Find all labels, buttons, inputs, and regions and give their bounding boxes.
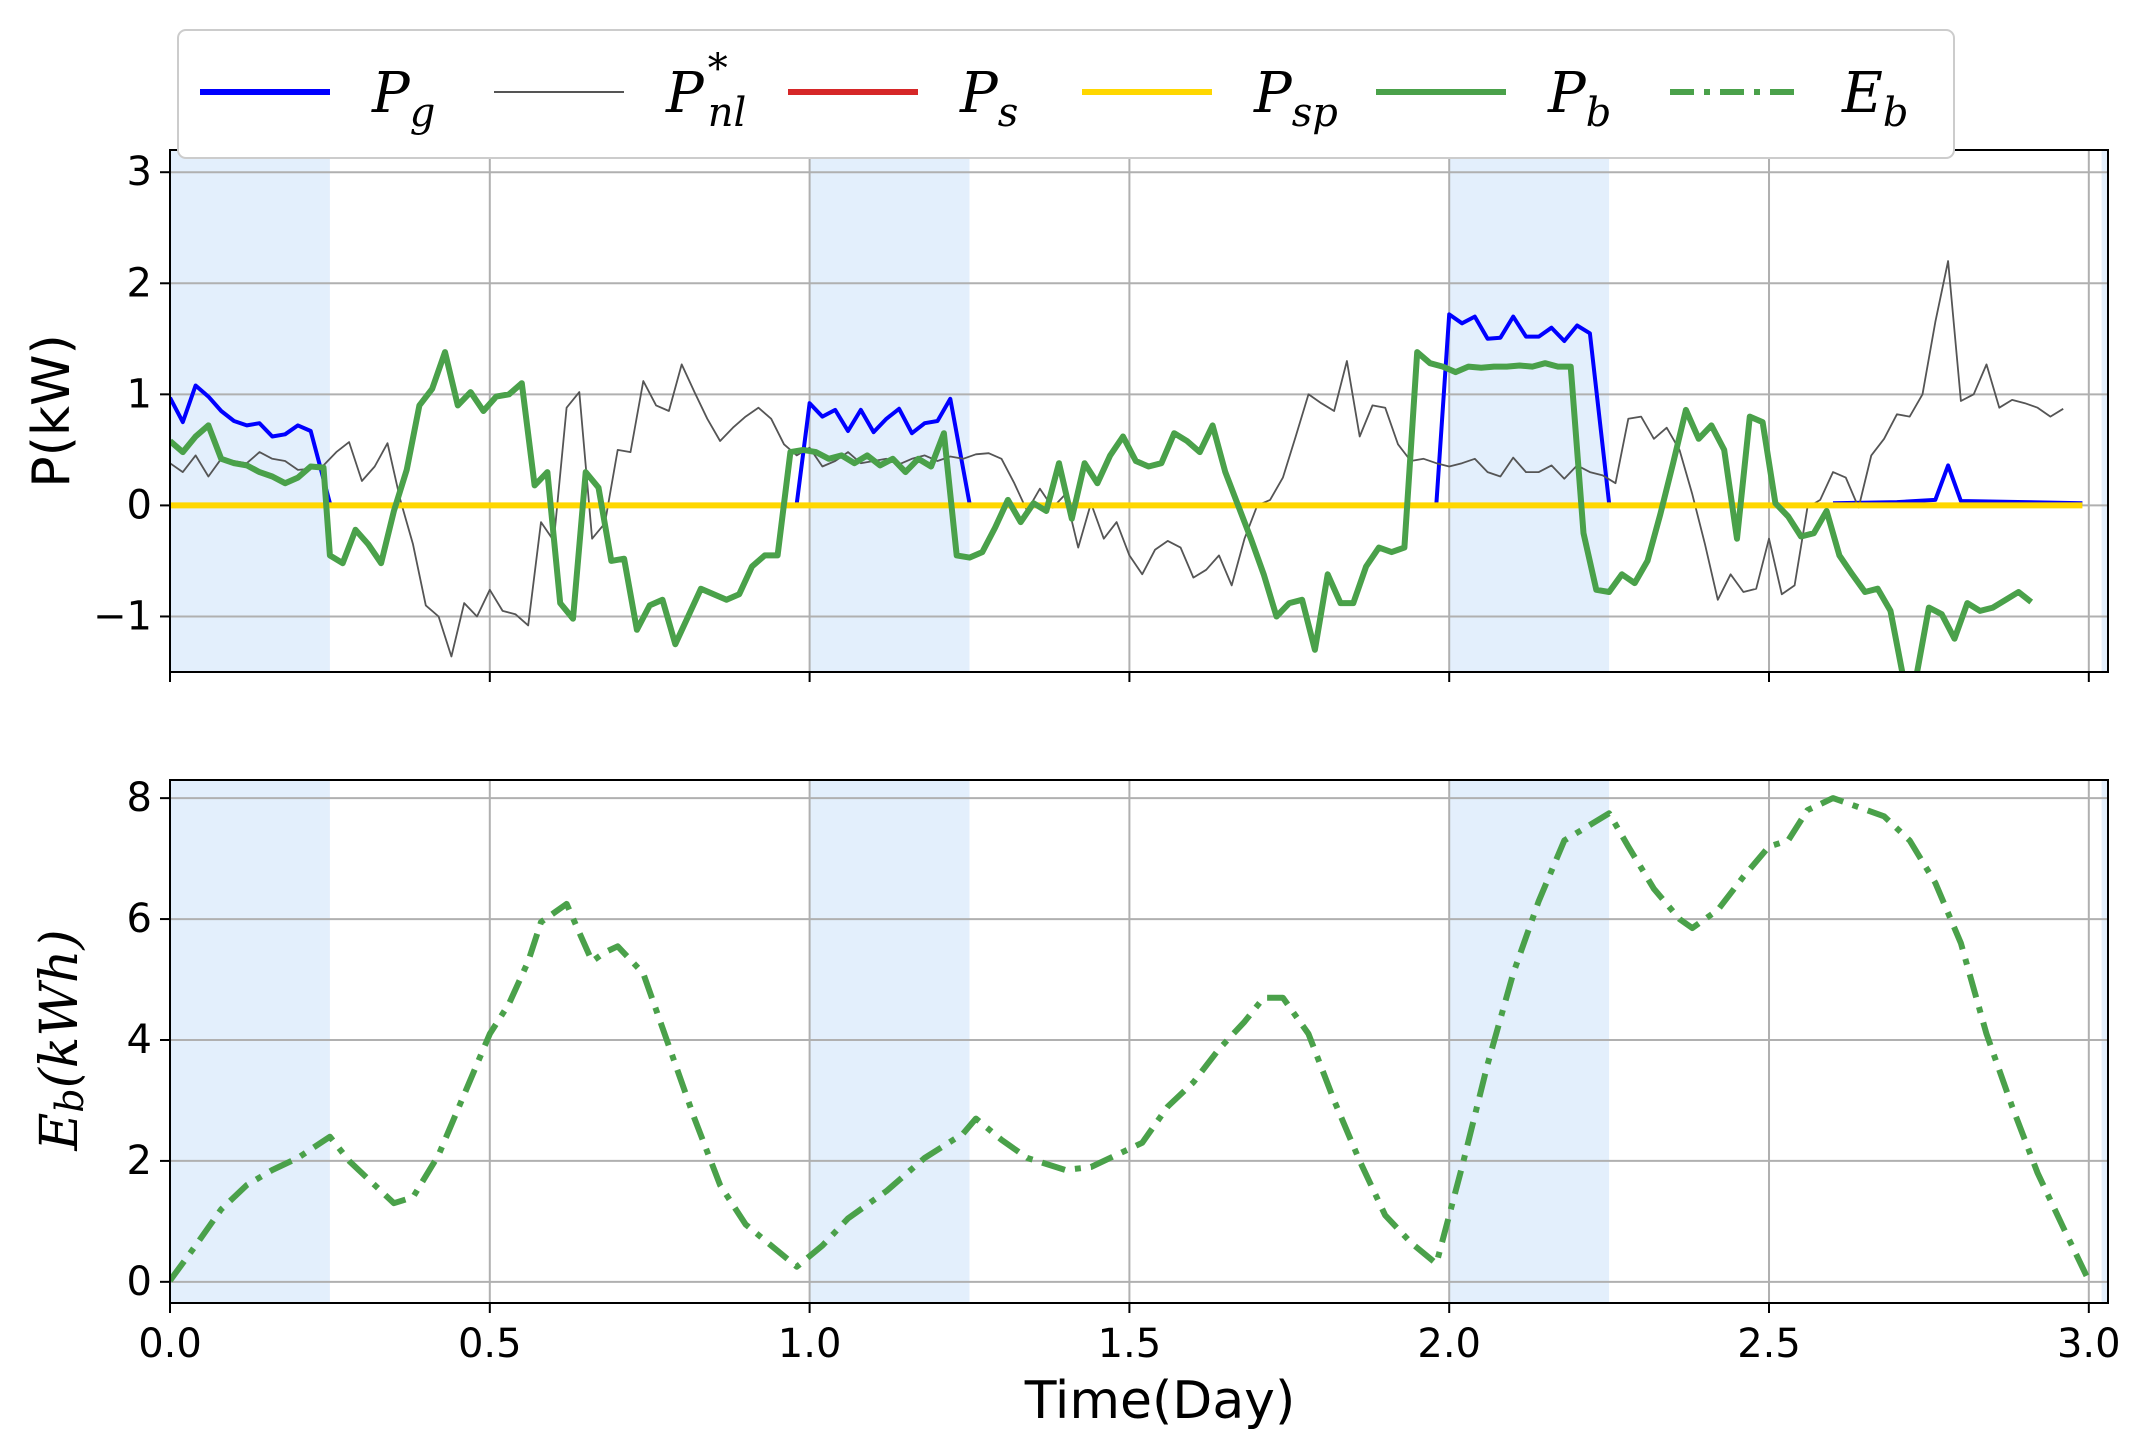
power-series xyxy=(170,260,2083,672)
y-tick-label: 3 xyxy=(127,149,152,195)
x-tick-label: 0.0 xyxy=(138,1321,202,1367)
ylabel-rest: (kWh) xyxy=(30,929,90,1088)
x-tick-label: 1.0 xyxy=(778,1321,842,1367)
series-line-pb xyxy=(170,349,2034,672)
plot-frame-bottom xyxy=(169,779,2109,1304)
y-tick-label: 6 xyxy=(127,896,152,942)
shaded-region-1 xyxy=(809,780,970,1303)
series-line-pnl xyxy=(170,260,2064,658)
x-axis-label-time: Time(Day) xyxy=(1024,1371,1296,1431)
series-line-eb xyxy=(170,795,2092,1283)
y-tick-label: 4 xyxy=(127,1017,152,1063)
x-tick-label: 2.0 xyxy=(1417,1321,1481,1367)
series-line-pg xyxy=(1434,312,1612,504)
legend-label: P * nl xyxy=(665,46,746,136)
series-line-pg xyxy=(170,383,332,504)
shaded-regions xyxy=(170,780,2108,1303)
shaded-region-3 xyxy=(2101,780,2108,1303)
x-tick-label: 2.5 xyxy=(1737,1321,1801,1367)
ylabel-sub: b xyxy=(48,1088,92,1112)
y-axis-label-power: P(kW) xyxy=(22,334,82,487)
shaded-region-0 xyxy=(170,150,330,672)
x-tick-label: 1.5 xyxy=(1098,1321,1162,1367)
grid-lines xyxy=(169,780,2108,1303)
x-tick-label: 3.0 xyxy=(2057,1321,2121,1367)
y-tick-label: 0 xyxy=(127,482,152,528)
legend-label: Pb xyxy=(1547,61,1611,136)
shaded-region-0 xyxy=(170,780,330,1303)
energy-panel: 0 2 4 6 8 0.0 0.5 1.0 1.5 2.0 2.5 3.0 Eb(kWh) Time(… xyxy=(30,775,2121,1431)
y-tick-label: 2 xyxy=(127,1138,152,1184)
series-line-pg xyxy=(794,396,972,504)
legend-label: Eb xyxy=(1841,61,1909,136)
y-tick-label: 1 xyxy=(127,371,152,417)
shaded-region-3 xyxy=(2101,150,2108,672)
series-line-pg xyxy=(1832,463,2083,506)
legend-label: Psp xyxy=(1253,61,1338,136)
power-panel: −1 0 1 2 3 P(kW) xyxy=(22,149,2109,682)
y-tick-label: 0 xyxy=(127,1259,152,1305)
ylabel-base: E xyxy=(30,1113,90,1152)
legend: Pg P * nl Ps Psp Pb Eb xyxy=(177,29,1955,159)
y-axis-label-energy: Eb(kWh) xyxy=(30,929,92,1151)
legend-box xyxy=(177,29,1955,159)
y-tick-label: 8 xyxy=(127,775,152,821)
legend-label: Pg xyxy=(371,61,435,136)
y-tick-label: −1 xyxy=(93,593,152,639)
x-tick-label: 0.5 xyxy=(458,1321,522,1367)
ticks-bottom: 0 2 4 6 8 0.0 0.5 1.0 1.5 2.0 2.5 3.0 xyxy=(127,775,2121,1367)
y-ticks-top: −1 0 1 2 3 xyxy=(93,149,2090,682)
y-tick-label: 2 xyxy=(127,260,152,306)
shaded-region-2 xyxy=(1449,150,1610,672)
energy-series xyxy=(170,795,2092,1283)
shaded-region-2 xyxy=(1449,780,1610,1303)
legend-label: Ps xyxy=(959,61,1018,136)
